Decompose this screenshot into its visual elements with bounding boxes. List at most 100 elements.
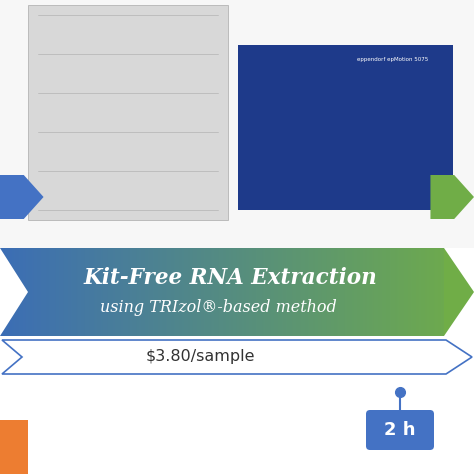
Polygon shape [228, 248, 229, 336]
Polygon shape [282, 248, 284, 336]
Polygon shape [370, 248, 372, 336]
Polygon shape [191, 248, 192, 336]
Polygon shape [277, 248, 279, 336]
Polygon shape [25, 248, 27, 336]
Polygon shape [0, 248, 2, 336]
Polygon shape [449, 248, 451, 336]
Polygon shape [393, 248, 395, 336]
Polygon shape [308, 248, 310, 336]
Polygon shape [142, 248, 144, 336]
Polygon shape [55, 248, 56, 336]
Polygon shape [200, 248, 202, 336]
Polygon shape [193, 248, 195, 336]
Polygon shape [9, 248, 11, 336]
Polygon shape [86, 248, 88, 336]
Polygon shape [220, 248, 222, 336]
Polygon shape [461, 248, 463, 336]
Polygon shape [174, 248, 176, 336]
Polygon shape [438, 248, 440, 336]
Polygon shape [469, 248, 471, 336]
Polygon shape [95, 248, 97, 336]
Polygon shape [237, 248, 239, 336]
Polygon shape [437, 248, 439, 336]
Polygon shape [284, 248, 286, 336]
Polygon shape [235, 248, 237, 336]
Polygon shape [403, 248, 405, 336]
Polygon shape [374, 248, 376, 336]
Polygon shape [219, 248, 221, 336]
Polygon shape [182, 248, 184, 336]
Polygon shape [21, 248, 23, 336]
Polygon shape [473, 248, 474, 336]
Polygon shape [12, 248, 14, 336]
Polygon shape [59, 248, 61, 336]
Polygon shape [137, 248, 139, 336]
Polygon shape [15, 248, 17, 336]
Polygon shape [62, 248, 64, 336]
Polygon shape [266, 248, 268, 336]
Polygon shape [133, 248, 135, 336]
Polygon shape [162, 248, 164, 336]
Polygon shape [14, 248, 16, 336]
Polygon shape [252, 248, 254, 336]
Polygon shape [319, 248, 320, 336]
Polygon shape [41, 248, 43, 336]
Polygon shape [368, 248, 370, 336]
Polygon shape [318, 248, 319, 336]
Text: 2 h: 2 h [384, 421, 416, 439]
Polygon shape [391, 248, 393, 336]
Polygon shape [218, 248, 220, 336]
Polygon shape [146, 248, 147, 336]
Polygon shape [58, 248, 60, 336]
Polygon shape [304, 248, 306, 336]
Polygon shape [432, 248, 434, 336]
Polygon shape [462, 248, 464, 336]
Polygon shape [300, 248, 301, 336]
Polygon shape [204, 248, 206, 336]
Polygon shape [172, 248, 173, 336]
Polygon shape [223, 248, 225, 336]
Polygon shape [341, 248, 343, 336]
Polygon shape [332, 248, 334, 336]
Polygon shape [8, 248, 10, 336]
Polygon shape [263, 248, 265, 336]
Polygon shape [154, 248, 156, 336]
Polygon shape [249, 248, 251, 336]
Polygon shape [31, 248, 33, 336]
Polygon shape [292, 248, 293, 336]
Polygon shape [386, 248, 388, 336]
Polygon shape [159, 248, 161, 336]
Polygon shape [320, 248, 322, 336]
Polygon shape [51, 248, 53, 336]
Polygon shape [409, 248, 410, 336]
Polygon shape [185, 248, 187, 336]
Polygon shape [345, 248, 346, 336]
Polygon shape [110, 248, 112, 336]
Polygon shape [257, 248, 259, 336]
Polygon shape [463, 248, 465, 336]
Polygon shape [273, 248, 274, 336]
Polygon shape [349, 248, 351, 336]
Polygon shape [302, 248, 304, 336]
Polygon shape [72, 248, 74, 336]
Polygon shape [399, 248, 401, 336]
Polygon shape [353, 248, 355, 336]
Polygon shape [36, 248, 38, 336]
Polygon shape [424, 248, 426, 336]
Polygon shape [351, 248, 353, 336]
Polygon shape [166, 248, 168, 336]
Polygon shape [413, 248, 415, 336]
Polygon shape [451, 248, 453, 336]
Polygon shape [233, 248, 235, 336]
Polygon shape [444, 248, 474, 336]
Polygon shape [418, 248, 420, 336]
Polygon shape [190, 248, 191, 336]
Polygon shape [216, 248, 218, 336]
Polygon shape [140, 248, 142, 336]
Polygon shape [405, 248, 407, 336]
Polygon shape [156, 248, 158, 336]
Polygon shape [264, 248, 266, 336]
Polygon shape [337, 248, 338, 336]
Polygon shape [247, 248, 249, 336]
Polygon shape [238, 248, 240, 336]
